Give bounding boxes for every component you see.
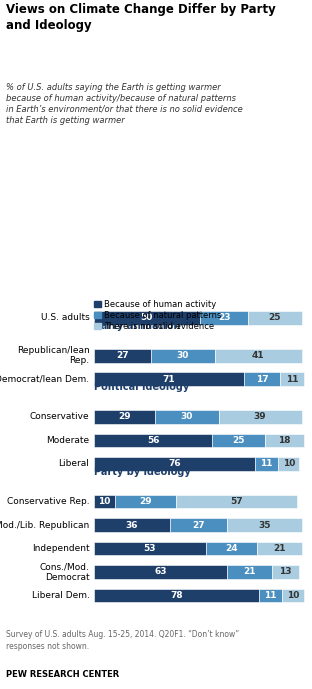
Text: 23: 23 [218, 313, 230, 322]
Text: 25: 25 [269, 313, 281, 322]
Text: 10: 10 [287, 591, 299, 600]
Text: 11: 11 [265, 591, 277, 600]
Text: 53: 53 [144, 544, 156, 553]
Text: 13: 13 [279, 568, 292, 577]
Bar [94, 565, 227, 579]
Text: 10: 10 [283, 460, 295, 469]
Bar [151, 349, 215, 362]
Bar [94, 542, 206, 555]
Bar [278, 457, 300, 471]
Text: 76: 76 [168, 460, 181, 469]
Bar [115, 495, 176, 508]
Text: 56: 56 [147, 436, 159, 445]
Bar [212, 433, 266, 447]
Text: 78: 78 [170, 591, 183, 600]
Text: 30: 30 [177, 351, 189, 360]
Bar [282, 588, 304, 602]
Bar [94, 311, 200, 325]
Bar [94, 349, 151, 362]
Bar [257, 542, 301, 555]
Bar [94, 410, 155, 424]
Text: 25: 25 [233, 436, 245, 445]
Text: 35: 35 [258, 521, 271, 530]
Bar [219, 410, 301, 424]
Text: PEW RESEARCH CENTER: PEW RESEARCH CENTER [6, 670, 119, 679]
Text: Party by ideology: Party by ideology [94, 467, 190, 477]
Text: 57: 57 [231, 497, 243, 506]
Text: 36: 36 [125, 521, 138, 530]
Text: % of U.S. adults saying the Earth is getting warmer
because of human activity/be: % of U.S. adults saying the Earth is get… [6, 83, 243, 125]
Bar [206, 542, 257, 555]
Text: 11: 11 [286, 375, 298, 384]
Text: Views on Climate Change Differ by Party
and Ideology: Views on Climate Change Differ by Party … [6, 3, 276, 32]
Bar [227, 518, 301, 532]
Text: Political ideology: Political ideology [94, 382, 189, 392]
Bar [227, 565, 272, 579]
Bar [94, 588, 259, 602]
Bar [94, 518, 170, 532]
Bar [94, 457, 255, 471]
Bar [170, 518, 227, 532]
Text: Party affiliation: Party affiliation [94, 321, 180, 331]
Text: 39: 39 [254, 413, 266, 422]
Bar [259, 588, 282, 602]
Bar [176, 495, 297, 508]
Text: 50: 50 [140, 313, 153, 322]
Bar [280, 373, 304, 386]
Text: 21: 21 [243, 568, 256, 577]
Text: 29: 29 [118, 413, 131, 422]
Bar [200, 311, 248, 325]
Bar [266, 433, 304, 447]
Text: 24: 24 [225, 544, 238, 553]
Bar [255, 457, 278, 471]
Text: 63: 63 [154, 568, 167, 577]
Bar [94, 495, 115, 508]
Bar [248, 311, 301, 325]
Bar [272, 565, 300, 579]
Bar [94, 433, 212, 447]
Text: 21: 21 [273, 544, 285, 553]
Text: 17: 17 [256, 375, 269, 384]
Bar [94, 373, 244, 386]
Bar [215, 349, 301, 362]
Legend: Because of human activity, Because of natural patterns, There is no solid eviden: Because of human activity, Because of na… [94, 300, 222, 331]
Text: 41: 41 [252, 351, 264, 360]
Text: 29: 29 [139, 497, 152, 506]
Text: 30: 30 [181, 413, 193, 422]
Bar [155, 410, 219, 424]
Text: 18: 18 [278, 436, 291, 445]
Text: 10: 10 [98, 497, 110, 506]
Text: 27: 27 [116, 351, 129, 360]
Text: Survey of U.S. adults Aug. 15-25, 2014. Q20F1. “Don’t know”
responses not shown.: Survey of U.S. adults Aug. 15-25, 2014. … [6, 630, 239, 650]
Text: 71: 71 [163, 375, 175, 384]
Bar [244, 373, 280, 386]
Text: 11: 11 [260, 460, 273, 469]
Text: 27: 27 [192, 521, 205, 530]
